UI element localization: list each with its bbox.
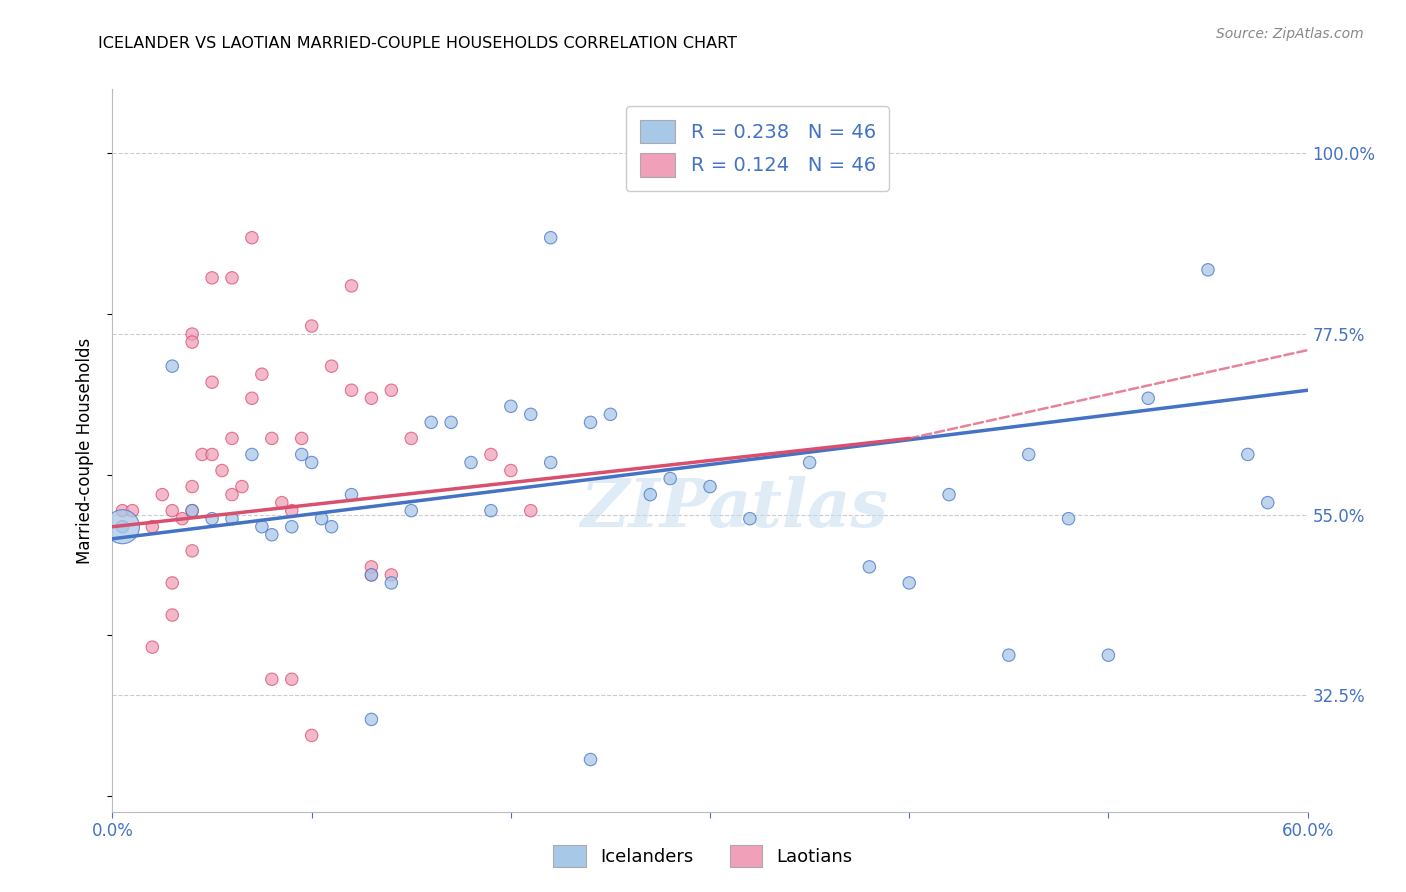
- Point: [540, 456, 562, 470]
- Legend: Icelanders, Laotians: Icelanders, Laotians: [546, 838, 860, 874]
- Point: [938, 487, 960, 501]
- Point: [162, 359, 183, 374]
- Point: [380, 576, 402, 591]
- Point: [340, 487, 363, 501]
- Point: [111, 519, 134, 533]
- Point: [1237, 448, 1260, 462]
- Point: [162, 608, 183, 623]
- Point: [998, 648, 1021, 663]
- Point: [401, 432, 423, 446]
- Point: [281, 503, 304, 517]
- Point: [420, 416, 443, 430]
- Point: [281, 673, 304, 687]
- Point: [640, 487, 662, 501]
- Point: [111, 519, 134, 533]
- Point: [181, 335, 204, 350]
- Point: [221, 511, 243, 525]
- Point: [440, 416, 463, 430]
- Point: [340, 279, 363, 293]
- Point: [360, 712, 382, 726]
- Point: [599, 407, 621, 422]
- Point: [380, 384, 402, 398]
- Point: [340, 384, 363, 398]
- Point: [520, 407, 543, 422]
- Point: [321, 519, 343, 533]
- Text: ICELANDER VS LAOTIAN MARRIED-COUPLE HOUSEHOLDS CORRELATION CHART: ICELANDER VS LAOTIAN MARRIED-COUPLE HOUS…: [98, 36, 737, 51]
- Point: [858, 560, 880, 574]
- Point: [799, 456, 821, 470]
- Point: [360, 568, 382, 582]
- Point: [201, 271, 224, 285]
- Point: [221, 487, 243, 501]
- Point: [240, 231, 263, 245]
- Point: [260, 432, 283, 446]
- Point: [121, 503, 143, 517]
- Point: [401, 503, 423, 517]
- Point: [250, 519, 273, 533]
- Point: [1057, 511, 1080, 525]
- Point: [579, 416, 602, 430]
- Point: [150, 487, 173, 501]
- Point: [301, 456, 323, 470]
- Point: [240, 448, 263, 462]
- Point: [191, 448, 214, 462]
- Point: [250, 368, 273, 382]
- Point: [460, 456, 482, 470]
- Text: ZIPatlas: ZIPatlas: [581, 475, 887, 541]
- Point: [181, 503, 204, 517]
- Point: [281, 519, 304, 533]
- Point: [301, 319, 323, 334]
- Point: [260, 528, 283, 542]
- Point: [162, 503, 183, 517]
- Point: [291, 448, 314, 462]
- Point: [201, 376, 224, 390]
- Point: [479, 503, 502, 517]
- Point: [231, 480, 253, 494]
- Point: [181, 503, 204, 517]
- Point: [181, 480, 204, 494]
- Point: [520, 503, 543, 517]
- Point: [201, 448, 224, 462]
- Point: [360, 560, 382, 574]
- Point: [499, 400, 522, 414]
- Point: [321, 359, 343, 374]
- Point: [659, 472, 682, 486]
- Point: [291, 432, 314, 446]
- Point: [111, 503, 134, 517]
- Point: [172, 511, 194, 525]
- Point: [211, 464, 233, 478]
- Point: [1197, 263, 1219, 277]
- Point: [201, 511, 224, 525]
- Point: [240, 392, 263, 406]
- Point: [270, 496, 292, 510]
- Point: [499, 464, 522, 478]
- Point: [540, 231, 562, 245]
- Point: [738, 511, 761, 525]
- Point: [1018, 448, 1040, 462]
- Text: Source: ZipAtlas.com: Source: ZipAtlas.com: [1216, 27, 1364, 41]
- Legend: R = 0.238   N = 46, R = 0.124   N = 46: R = 0.238 N = 46, R = 0.124 N = 46: [627, 106, 889, 191]
- Point: [1257, 496, 1279, 510]
- Point: [311, 511, 333, 525]
- Point: [380, 568, 402, 582]
- Y-axis label: Married-couple Households: Married-couple Households: [76, 337, 94, 564]
- Point: [301, 728, 323, 742]
- Point: [221, 271, 243, 285]
- Point: [260, 673, 283, 687]
- Point: [1097, 648, 1119, 663]
- Point: [181, 327, 204, 342]
- Point: [360, 568, 382, 582]
- Point: [898, 576, 921, 591]
- Point: [1137, 392, 1160, 406]
- Point: [479, 448, 502, 462]
- Point: [699, 480, 721, 494]
- Point: [181, 544, 204, 558]
- Point: [360, 392, 382, 406]
- Point: [579, 753, 602, 767]
- Point: [162, 576, 183, 591]
- Point: [141, 519, 163, 533]
- Point: [221, 432, 243, 446]
- Point: [141, 640, 163, 655]
